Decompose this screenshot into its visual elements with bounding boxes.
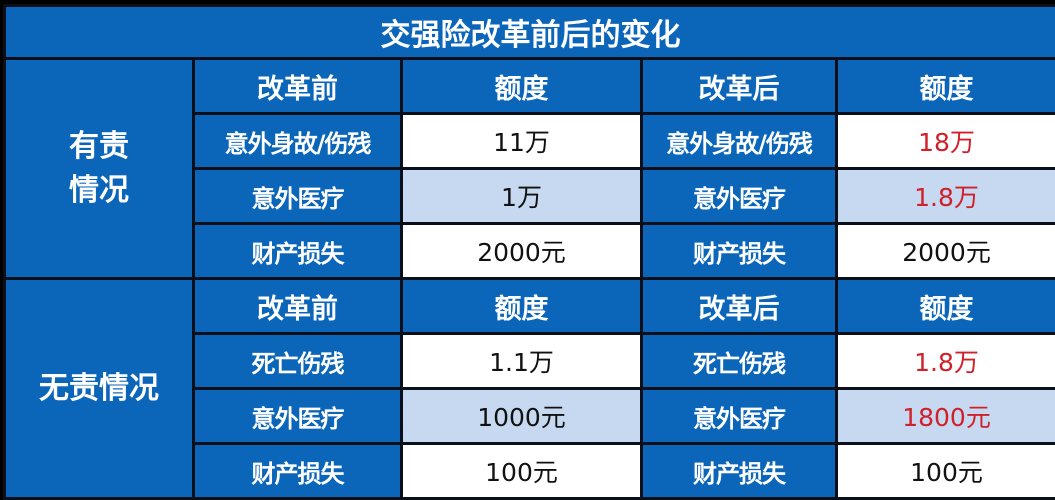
table-row: 意外医疗 1000元 意外医疗 1800元 <box>5 387 1055 445</box>
title-row: 交强险改革前后的变化 <box>2 4 1055 60</box>
header-after-amount: 额度 <box>834 57 1055 115</box>
header-before-amount: 额度 <box>400 277 643 335</box>
header-before-amount: 额度 <box>400 57 643 115</box>
item-after: 财产损失 <box>640 222 838 280</box>
table-row: 财产损失 100元 财产损失 100元 <box>5 442 1055 500</box>
item-before: 财产损失 <box>192 222 403 280</box>
item-after: 财产损失 <box>640 442 838 500</box>
section-header-row: 无责情况 改革前 额度 改革后 额度 <box>3 277 1055 500</box>
value-before: 100元 <box>400 442 643 500</box>
table-title: 交强险改革前后的变化 <box>2 4 1055 60</box>
section-header-row: 有责 情况 改革前 额度 改革后 额度 <box>3 57 1055 280</box>
value-after: 1.8万 <box>834 167 1055 225</box>
header-before: 改革前 <box>192 277 403 335</box>
value-after: 2000元 <box>834 222 1055 280</box>
item-before: 意外身故/伤残 <box>192 112 403 170</box>
item-after: 意外身故/伤残 <box>640 112 838 170</box>
item-after: 死亡伤残 <box>640 332 838 390</box>
value-before: 1000元 <box>400 387 643 445</box>
item-before: 意外医疗 <box>192 387 403 445</box>
item-after: 意外医疗 <box>640 167 838 225</box>
table-row: 意外身故/伤残 11万 意外身故/伤残 18万 <box>5 112 1055 170</box>
item-before: 意外医疗 <box>192 167 403 225</box>
value-before: 11万 <box>400 112 643 170</box>
table-row: 意外医疗 1万 意外医疗 1.8万 <box>5 167 1055 225</box>
item-before: 财产损失 <box>192 442 403 500</box>
value-before: 1万 <box>400 167 643 225</box>
value-after: 1.8万 <box>834 332 1055 390</box>
table-row: 死亡伤残 1.1万 死亡伤残 1.8万 <box>5 332 1055 390</box>
value-after: 18万 <box>834 112 1055 170</box>
header-after: 改革后 <box>640 277 838 335</box>
table-row: 财产损失 2000元 财产损失 2000元 <box>5 222 1055 280</box>
item-after: 意外医疗 <box>640 387 838 445</box>
value-after: 100元 <box>834 442 1055 500</box>
header-after: 改革后 <box>640 57 838 115</box>
insurance-comparison-table: 交强险改革前后的变化 有责 情况 改革前 额度 改革后 额度 意外身故/伤残 11万… <box>2 4 1055 500</box>
item-before: 死亡伤残 <box>192 332 403 390</box>
value-after: 1800元 <box>834 387 1055 445</box>
header-before: 改革前 <box>192 57 403 115</box>
value-before: 2000元 <box>400 222 643 280</box>
value-before: 1.1万 <box>400 332 643 390</box>
header-after-amount: 额度 <box>834 277 1055 335</box>
section-group-label: 有责 情况 <box>3 57 195 280</box>
section-group-label: 无责情况 <box>3 277 195 500</box>
